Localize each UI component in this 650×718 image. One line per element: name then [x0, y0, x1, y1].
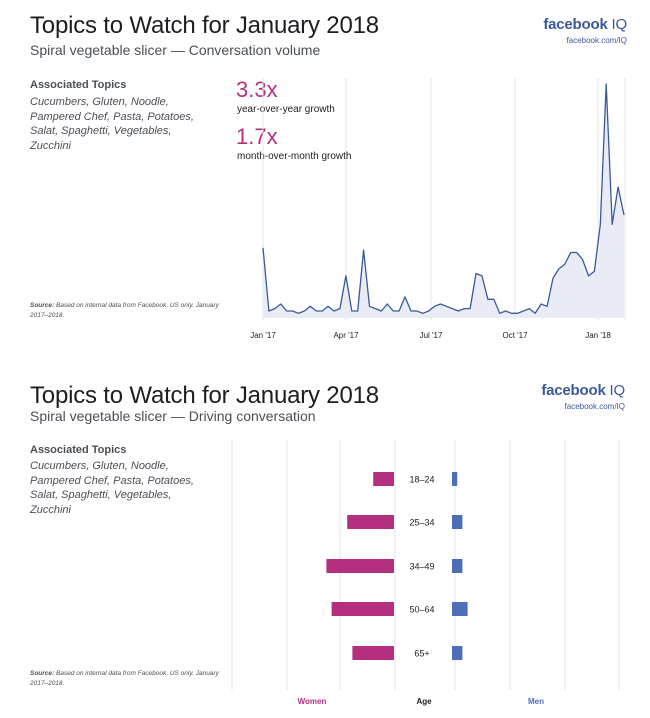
panel-subtitle: Spiral vegetable slicer — Conversation v… [30, 42, 321, 58]
conversation-volume-chart: Jan '17 Apr '17 Jul '17 Oct '17 Jan '18 [250, 78, 626, 340]
x-tick-label: Oct '17 [502, 331, 528, 340]
brand-url[interactable]: facebook.com/IQ [564, 402, 625, 411]
men-bar [452, 559, 463, 573]
panel-subtitle: Spiral vegetable slicer — Driving conver… [30, 408, 316, 424]
mom-growth-value: 1.7x [236, 124, 278, 149]
age-label: 50–64 [409, 605, 434, 615]
brand-name: facebook [543, 16, 608, 33]
facebook-iq-logo[interactable]: facebook IQ [543, 16, 627, 33]
source-label: Source: [30, 670, 55, 677]
x-tick-label: Jul '17 [420, 331, 443, 340]
source-note: Source: Based on internal data from Face… [30, 301, 220, 321]
age-label: 18–24 [409, 475, 434, 485]
men-axis-label: Men [528, 697, 544, 706]
panel-title: Topics to Watch for January 2018 [30, 382, 379, 409]
women-bar [331, 602, 394, 616]
age-label: 34–49 [409, 562, 434, 572]
x-tick-label: Apr '17 [333, 331, 359, 340]
brand-suffix: IQ [607, 16, 628, 33]
men-bar [452, 515, 463, 529]
mom-growth-label: month-over-month growth [237, 151, 352, 162]
men-bar [452, 472, 458, 486]
women-bar [347, 515, 394, 529]
women-bar [352, 646, 394, 660]
brand-url[interactable]: facebook.com/IQ [566, 36, 627, 45]
yoy-growth-value: 3.3x [236, 77, 278, 102]
x-tick-label: Jan '17 [250, 331, 276, 340]
associated-topics-heading: Associated Topics [30, 79, 127, 91]
volume-area [263, 84, 624, 318]
driving-conversation-panel: Topics to Watch for January 2018 Spiral … [0, 370, 650, 718]
yoy-growth-label: year-over-year growth [237, 104, 335, 115]
source-text: Based on internal data from Facebook, US… [30, 302, 219, 319]
brand-suffix: IQ [605, 382, 626, 399]
associated-topics-list: Cucumbers, Gluten, Noodle, Pampered Chef… [30, 460, 194, 516]
age-label: 25–34 [409, 518, 434, 528]
panel-title: Topics to Watch for January 2018 [30, 12, 379, 39]
x-tick-label: Jan '18 [585, 331, 611, 340]
facebook-iq-logo[interactable]: facebook IQ [541, 382, 625, 399]
women-bar [373, 472, 394, 486]
associated-topics-list: Cucumbers, Gluten, Noodle, Pampered Chef… [30, 96, 194, 152]
source-note: Source: Based on internal data from Face… [30, 669, 220, 689]
volume-line [262, 83, 625, 314]
men-bar [452, 602, 468, 616]
source-label: Source: [30, 302, 55, 309]
associated-topics-heading: Associated Topics [30, 444, 127, 456]
age-label: 65+ [414, 649, 429, 659]
women-axis-label: Women [298, 697, 327, 706]
women-bar [326, 559, 394, 573]
conversation-volume-panel: Topics to Watch for January 2018 Spiral … [0, 0, 650, 355]
brand-name: facebook [541, 382, 606, 399]
men-bar [452, 646, 463, 660]
age-axis-label: Age [416, 697, 432, 706]
demographics-chart: 18–24 25–34 34–49 50–64 65+ Women Age Men [231, 440, 620, 706]
source-text: Based on internal data from Facebook, US… [30, 670, 219, 687]
